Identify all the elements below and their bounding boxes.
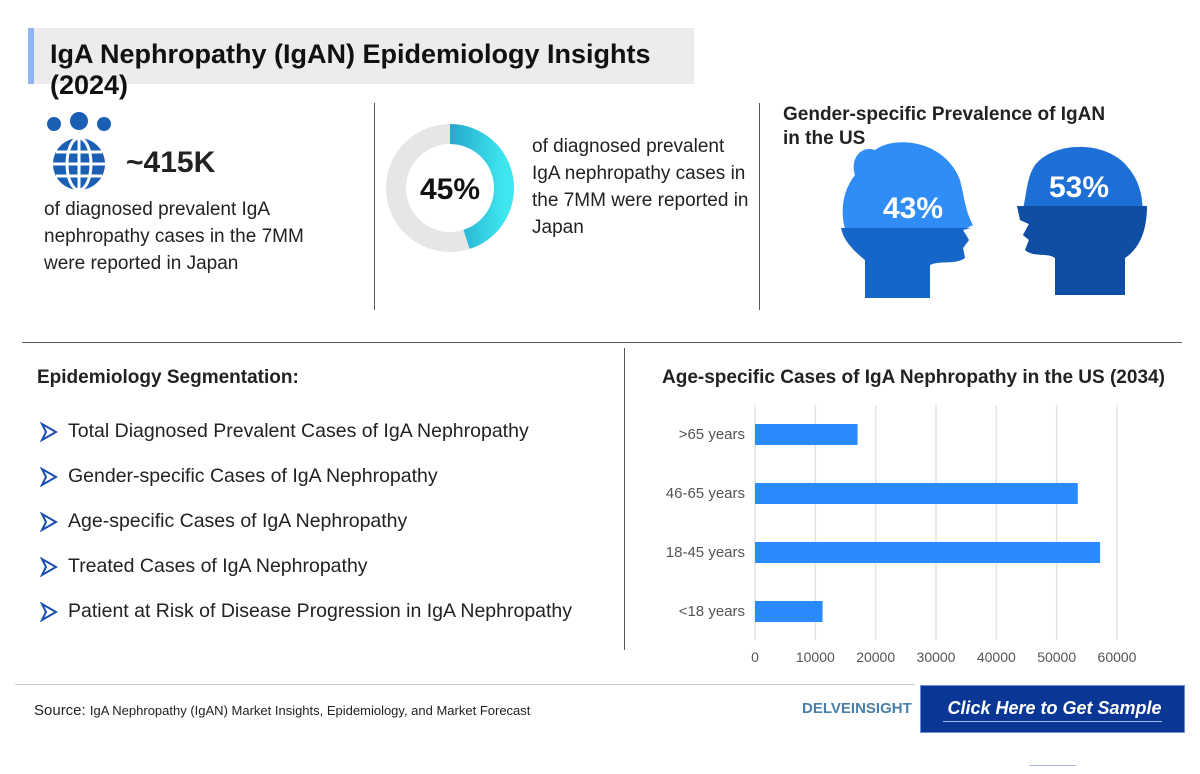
delveinsight-logo: DELVEINSIGHT [802,700,912,717]
age-bar-chart: 0 10000 20000 30000 40000 50000 60000 >65 years… [666,405,1137,665]
male-percent: 53% [1049,171,1109,204]
bar [755,542,1101,563]
stat2-value: 45% [420,173,480,206]
segment-item: Gender-specific Cases of IgA Nephropathy [40,465,438,488]
donut-chart: 45% [386,124,514,252]
chart-title: Age-specific Cases of IgA Nephropathy in… [662,367,1165,388]
chevron-right-icon [40,601,58,622]
x-tick-label: 50000 [1037,649,1076,665]
stat1-text: of diagnosed prevalent IgA nephropathy c… [44,199,304,274]
donut-arc [386,124,514,252]
segmentation-title: Epidemiology Segmentation: [37,367,299,388]
female-percent: 43% [883,192,943,225]
bar [755,483,1078,504]
stat1-value: ~415K [126,146,216,179]
stat2-text: of diagnosed prevalent IgA nephropathy c… [532,136,749,238]
chevron-right-icon [40,511,58,532]
x-tick-label: 20000 [856,649,895,665]
y-tick-label: <18 years [679,603,745,620]
y-tick-label: >65 years [679,426,745,443]
bar [755,424,858,445]
segment-item: Age-specific Cases of IgA Nephropathy [40,510,407,533]
chevron-right-icon [40,421,58,442]
chevron-right-icon [40,466,58,487]
female-head-icon: 43% [841,142,973,298]
page-title: IgA Nephropathy (IgAN) Epidemiology Insi… [28,28,694,100]
divider [15,684,915,685]
divider [624,348,625,650]
divider [374,103,375,310]
y-tick-label: 18-45 years [666,544,745,561]
segment-item: Patient at Risk of Disease Progression i… [40,600,572,623]
segment-item: Treated Cases of IgA Nephropathy [40,555,368,578]
chevron-right-icon [40,556,58,577]
divider [759,103,760,310]
x-tick-label: 60000 [1098,649,1137,665]
get-sample-page-button[interactable]: Click Here to Get Sample Page [920,685,1185,766]
bar [755,601,823,622]
people-globe-icon [47,112,111,190]
segment-item: Total Diagnosed Prevalent Cases of IgA N… [40,420,529,443]
gender-title: Gender-specific Prevalence of IgAN in th… [783,104,1106,149]
male-head-icon: 53% [1017,146,1147,295]
x-tick-label: 10000 [796,649,835,665]
divider [22,342,1182,343]
x-tick-label: 40000 [977,649,1016,665]
y-tick-label: 46-65 years [666,485,745,502]
x-tick-label: 30000 [917,649,956,665]
source-line: Source: IgA Nephropathy (IgAN) Market In… [34,702,531,719]
x-tick-label: 0 [751,649,759,665]
